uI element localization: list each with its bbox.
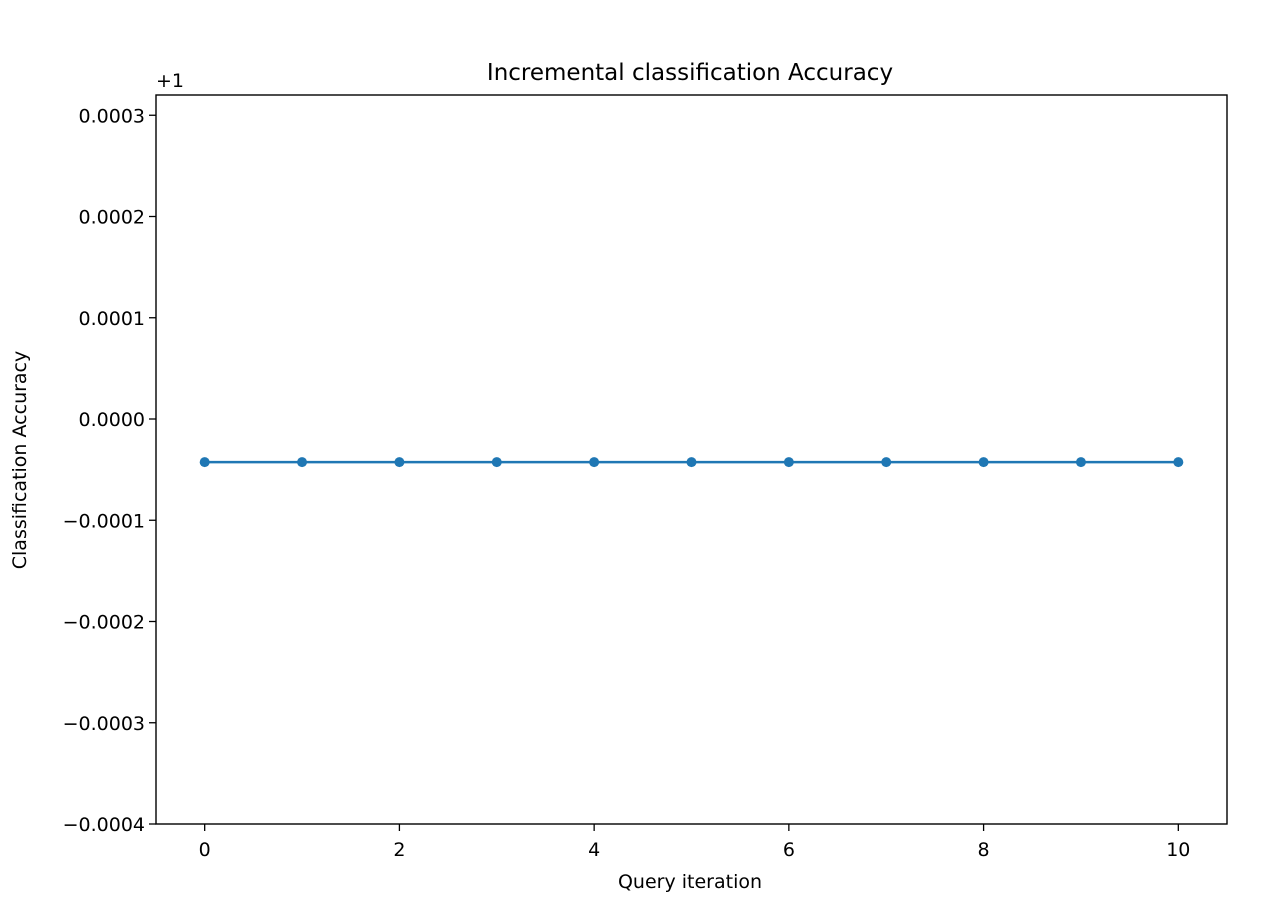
x-tick-label: 8 [978,839,990,861]
y-tick-label: 0.0000 [79,409,145,431]
data-point [297,457,308,468]
series-layer [199,457,1184,468]
data-point [491,457,502,468]
y-offset-label: +1 [156,70,184,92]
y-tick-label: 0.0001 [79,308,145,330]
data-point [783,457,794,468]
y-tick-label: −0.0003 [63,713,145,735]
x-tick-label: 0 [199,839,211,861]
y-axis-ticks: −0.0004 −0.0003 −0.0002 −0.0001 0.0000 0.0001… [63,105,156,836]
data-point [199,457,210,468]
y-axis-label: Classification Accuracy [9,351,31,570]
plot-frame [155,94,1228,825]
x-tick-label: 4 [588,839,600,861]
x-axis-label: Query iteration [618,871,762,893]
y-tick-label: −0.0002 [63,612,145,634]
x-tick-label: 6 [783,839,795,861]
y-tick-label: 0.0003 [79,105,145,127]
chart-title: Incremental classification Accuracy [487,60,893,86]
data-point [881,457,892,468]
data-point [686,457,697,468]
y-tick-label: −0.0004 [63,814,145,836]
data-point [394,457,405,468]
data-point [1173,457,1184,468]
x-tick-label: 2 [393,839,405,861]
data-point [589,457,600,468]
data-point [978,457,989,468]
y-tick-label: 0.0002 [79,207,145,229]
x-axis-ticks: 0 2 4 6 8 10 [199,824,1190,861]
y-tick-label: −0.0001 [63,510,145,532]
data-point [1075,457,1086,468]
x-tick-label: 10 [1166,839,1190,861]
